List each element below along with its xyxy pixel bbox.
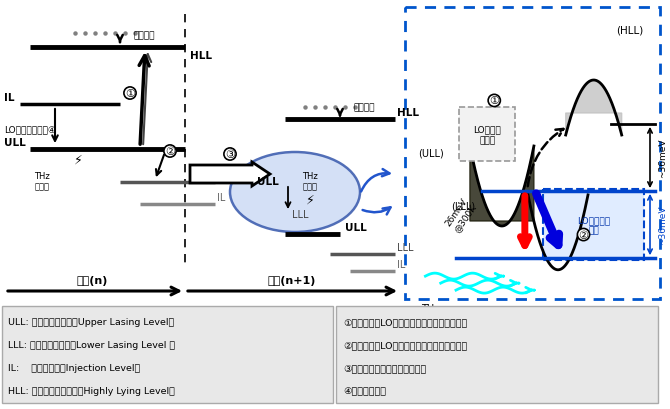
Text: ②: ② — [165, 147, 175, 157]
Text: IL: IL — [397, 259, 405, 270]
Text: HLL: HLL — [190, 51, 212, 61]
Text: ⚡: ⚡ — [74, 153, 82, 166]
Text: ULL: ULL — [345, 222, 366, 232]
Text: IL: IL — [217, 193, 225, 202]
Text: 押上げる: 押上げる — [353, 103, 375, 112]
Text: LLL: LLL — [217, 171, 234, 180]
Text: LLL: LLL — [397, 243, 413, 252]
Text: ~36meV: ~36meV — [658, 138, 667, 178]
Text: 周期(n+1): 周期(n+1) — [268, 275, 316, 285]
Text: IL: IL — [4, 93, 15, 103]
Text: ④垂直間接注入: ④垂直間接注入 — [343, 386, 386, 395]
FancyBboxPatch shape — [405, 8, 660, 299]
Text: LOフォノ
ン吸収: LOフォノ ン吸収 — [473, 125, 501, 144]
Text: THz
光発振: THz 光発振 — [302, 172, 318, 191]
Text: ~36meV: ~36meV — [658, 205, 667, 245]
Text: ①: ① — [125, 89, 135, 99]
FancyBboxPatch shape — [543, 189, 644, 261]
Text: LOフォノン散乱④: LOフォノン散乱④ — [4, 125, 56, 134]
FancyArrow shape — [190, 163, 270, 187]
Text: (ULL): (ULL) — [418, 148, 444, 159]
Text: ULL: 発振上位準位　（Upper Lasing Level）: ULL: 発振上位準位 （Upper Lasing Level） — [8, 317, 174, 326]
Text: ①熱励起電子LOフォノン吸収リークチャネル: ①熱励起電子LOフォノン吸収リークチャネル — [343, 317, 467, 326]
Text: LLL: LLL — [291, 209, 308, 220]
Text: 26meV
@300K: 26meV @300K — [444, 196, 478, 234]
Polygon shape — [470, 147, 534, 227]
Text: IL:    注入準位　（Injection Level）: IL: 注入準位 （Injection Level） — [8, 363, 140, 372]
Polygon shape — [565, 81, 622, 136]
Text: ②: ② — [578, 230, 588, 240]
Text: ULL: ULL — [4, 138, 25, 148]
Text: ②熱励起電子LOフォノン散乱リークチャネル: ②熱励起電子LOフォノン散乱リークチャネル — [343, 340, 467, 349]
Text: ULL: ULL — [257, 177, 279, 187]
Text: ⚡: ⚡ — [306, 193, 314, 206]
Text: THz
光発振: THz 光発振 — [421, 303, 440, 325]
Text: 周期(n): 周期(n) — [76, 275, 108, 285]
Text: 押上げる: 押上げる — [133, 31, 155, 40]
Text: LOフォノン
散乱: LOフォノン 散乱 — [577, 215, 610, 235]
Text: ③水平トンネルリークチャネル: ③水平トンネルリークチャネル — [343, 363, 426, 372]
FancyBboxPatch shape — [2, 306, 333, 403]
Text: THz
光発振: THz 光発振 — [34, 172, 50, 191]
FancyBboxPatch shape — [459, 108, 515, 162]
Ellipse shape — [230, 153, 360, 232]
Text: HLL: 上空リーク準位　（Highly Lying Level）: HLL: 上空リーク準位 （Highly Lying Level） — [8, 386, 175, 395]
Text: ①: ① — [489, 96, 499, 106]
FancyBboxPatch shape — [336, 306, 658, 403]
Text: HLL: HLL — [397, 108, 419, 118]
Text: (LLL): (LLL) — [451, 201, 475, 211]
Text: (HLL): (HLL) — [616, 25, 643, 36]
Text: ③: ③ — [225, 150, 235, 160]
Text: LLL: 発振下位準位　（Lower Lasing Level ）: LLL: 発振下位準位 （Lower Lasing Level ） — [8, 340, 175, 349]
